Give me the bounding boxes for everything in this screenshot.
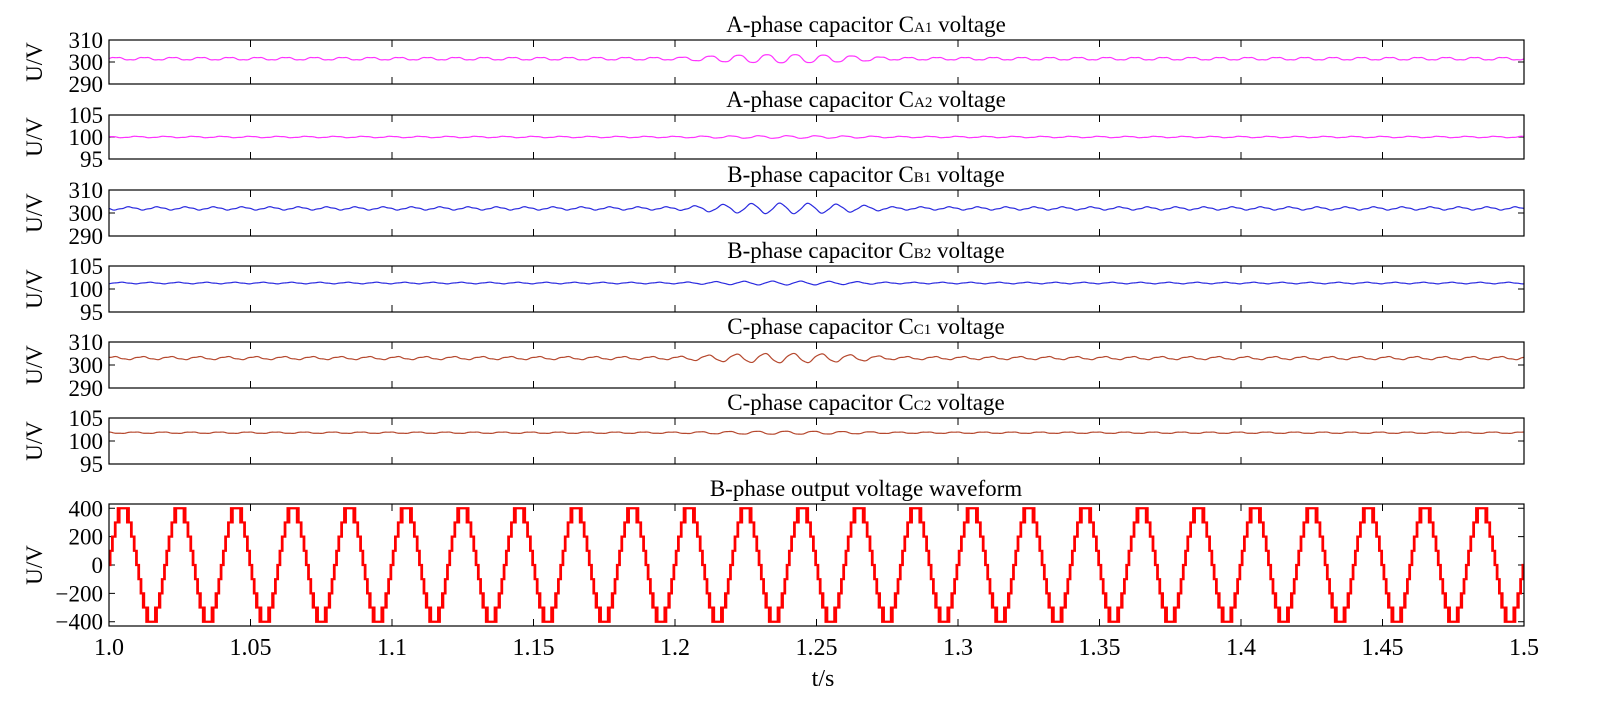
panel-frame (108, 189, 1525, 237)
panel-title-main: A-phase capacitor C (726, 12, 914, 37)
y-tick-label: 290 (69, 224, 104, 249)
y-tick-label: 310 (69, 178, 104, 203)
y-axis-label: U/V (22, 421, 47, 461)
x-tick-label: 1.45 (1362, 635, 1404, 661)
y-tick-label: 300 (69, 353, 104, 378)
panel-frame (108, 265, 1525, 313)
panel-title-subscript: A1 (914, 20, 932, 36)
series-line (108, 352, 1525, 364)
panel-1: A-phase capacitor CA1 voltage U/V 31030029… (22, 12, 1525, 97)
series-line (108, 54, 1525, 64)
panel-title: B-phase capacitor CB1 voltage (727, 162, 1004, 187)
panel-title-main: C-phase capacitor C (727, 314, 913, 339)
panel-title-subscript: C2 (914, 398, 932, 414)
y-axis-label: U/V (22, 269, 47, 309)
panel-title-subscript: A2 (914, 95, 932, 111)
y-tick-label: 200 (69, 525, 104, 550)
panel-title-main: A-phase capacitor C (726, 87, 914, 112)
x-tick-label: 1.1 (377, 635, 407, 661)
panel-title-suffix: voltage (931, 238, 1004, 263)
y-tick-label: 400 (69, 496, 104, 521)
y-tick-label: 290 (69, 72, 104, 97)
panel-frame (108, 503, 1525, 627)
series-line (108, 135, 1525, 139)
y-tick-label: 105 (69, 254, 104, 279)
y-axis-label: U/V (22, 193, 47, 233)
panel-title-suffix: voltage (931, 314, 1004, 339)
panel-title-main: B-phase output voltage waveform (710, 476, 1022, 501)
x-tick-label: 1.3 (943, 635, 973, 661)
y-tick-label: 300 (69, 201, 104, 226)
series-line (108, 202, 1525, 215)
panel-title-main: B-phase capacitor C (727, 162, 913, 187)
y-tick-label: 290 (69, 376, 104, 401)
series-line (108, 507, 1525, 623)
y-tick-label: −400 (56, 610, 103, 635)
panel-title-subscript: B1 (914, 170, 932, 186)
panel-frame (108, 114, 1525, 160)
series-line (108, 280, 1525, 286)
x-tick-label: 1.15 (513, 635, 555, 661)
panel-title-suffix: voltage (932, 87, 1005, 112)
x-tick-label: 1.25 (796, 635, 838, 661)
panel-title-suffix: voltage (931, 162, 1004, 187)
x-tick-label: 1.05 (230, 635, 272, 661)
panel-title: B-phase capacitor CB2 voltage (727, 238, 1004, 263)
x-axis: t/s (812, 666, 835, 692)
y-axis-label: U/V (22, 42, 47, 82)
y-tick-label: 95 (80, 147, 103, 172)
y-tick-label: 100 (69, 277, 104, 302)
y-tick-label: 105 (69, 406, 104, 431)
panel-title: C-phase capacitor CC1 voltage (727, 314, 1004, 339)
y-tick-label: 310 (69, 330, 104, 355)
panel-title: A-phase capacitor CA2 voltage (726, 87, 1006, 112)
y-tick-label: 95 (80, 452, 103, 477)
x-tick-label: 1.2 (660, 635, 690, 661)
y-axis-label: U/V (22, 545, 47, 585)
panel-title: C-phase capacitor CC2 voltage (727, 390, 1004, 415)
panel-frame (108, 341, 1525, 389)
series-line (108, 430, 1525, 435)
panel-title-subscript: C1 (914, 322, 932, 338)
y-axis-label: U/V (22, 345, 47, 385)
panels-group: A-phase capacitor CA1 voltageU/V31030029… (22, 12, 1539, 661)
panel-title: B-phase output voltage waveform (710, 476, 1022, 501)
panel-title-main: C-phase capacitor C (727, 390, 913, 415)
x-tick-label: 1.35 (1079, 635, 1121, 661)
y-tick-label: 100 (69, 429, 104, 454)
panel-7: B-phase output voltage waveform U/V 400 200… (22, 476, 1539, 661)
panel-5: C-phase capacitor CC1 voltage U/V 31030029… (22, 314, 1525, 401)
panel-title: A-phase capacitor CA1 voltage (726, 12, 1006, 37)
panel-title-suffix: voltage (931, 390, 1004, 415)
panel-3: B-phase capacitor CB1 voltage U/V 31030029… (22, 162, 1525, 249)
y-axis-label: U/V (22, 117, 47, 157)
y-tick-label: 0 (92, 553, 104, 578)
y-tick-label: 300 (69, 50, 104, 75)
x-tick-label: 1.5 (1509, 635, 1539, 661)
y-tick-label: −200 (56, 581, 103, 606)
panel-frame (108, 39, 1525, 85)
x-tick-label: 1.0 (94, 635, 124, 661)
panel-frame (108, 417, 1525, 465)
y-tick-label: 310 (69, 28, 104, 53)
panel-title-suffix: voltage (932, 12, 1005, 37)
x-axis-label: t/s (812, 666, 835, 692)
x-tick-label: 1.4 (1226, 635, 1256, 661)
y-tick-label: 100 (69, 125, 104, 150)
panel-title-main: B-phase capacitor C (727, 238, 913, 263)
y-tick-label: 105 (69, 103, 104, 128)
panel-title-subscript: B2 (914, 246, 932, 262)
y-tick-label: 95 (80, 300, 103, 325)
